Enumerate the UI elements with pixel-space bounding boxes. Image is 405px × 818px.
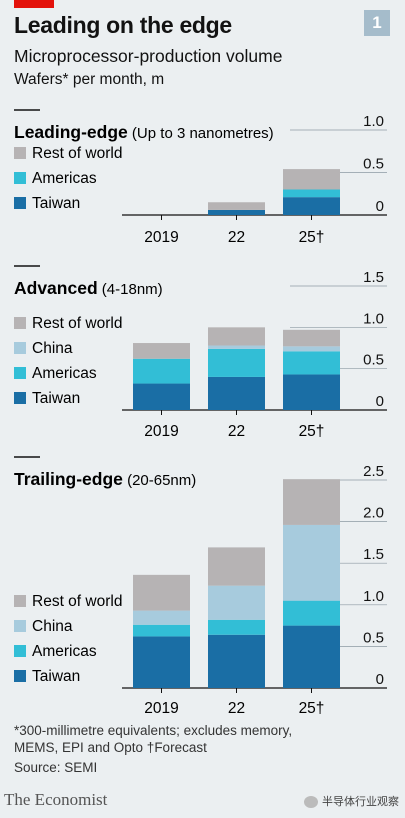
x-tick-label: 2019: [144, 700, 178, 717]
bar-china-25: [283, 524, 340, 601]
legend-label-china: China: [32, 618, 73, 635]
y-tick-label: 0: [376, 393, 384, 410]
legend-label-china: China: [32, 340, 73, 357]
bar-taiwan-25: [283, 374, 340, 410]
legend-label-rest-of-world: Rest of world: [32, 593, 122, 610]
bar-taiwan-22: [208, 209, 265, 215]
x-tick-label: 22: [228, 700, 245, 717]
footnote: *300-millimetre equivalents; excludes me…: [14, 722, 292, 756]
panel-title-sub: (Up to 3 nanometres): [128, 125, 274, 142]
legend-swatch-taiwan: [14, 392, 26, 404]
bar-taiwan-22: [208, 634, 265, 688]
panel-title-sub: (20-65nm): [123, 472, 196, 489]
bar-taiwan-25: [283, 197, 340, 215]
y-tick-label: 1.5: [363, 546, 384, 563]
legend-label-taiwan: Taiwan: [32, 195, 80, 212]
bar-americas-25: [283, 351, 340, 375]
bar-americas-25: [283, 600, 340, 626]
legend-swatch-taiwan: [14, 197, 26, 209]
legend-label-americas: Americas: [32, 170, 97, 187]
bar-taiwan-2019: [133, 383, 190, 410]
chart-number-badge: 1: [364, 10, 390, 36]
bar-americas-22: [208, 619, 265, 635]
bar-americas-2019: [133, 358, 190, 384]
x-tick-label: 2019: [144, 423, 178, 440]
legend-label-rest-of-world: Rest of world: [32, 145, 122, 162]
bar-rest-of-world-2019: [133, 343, 190, 359]
y-tick-label: 0: [376, 671, 384, 688]
bar-rest-of-world-25: [283, 329, 340, 347]
bar-china-25: [283, 346, 340, 352]
footnote-line-1: *300-millimetre equivalents; excludes me…: [14, 723, 293, 738]
x-tick-label: 22: [228, 423, 245, 440]
y-tick-label: 0: [376, 198, 384, 215]
legend-label-taiwan: Taiwan: [32, 668, 80, 685]
x-tick-label: 25†: [299, 700, 325, 717]
legend-swatch-rest-of-world: [14, 317, 26, 329]
panel-title-main: Trailing-edge: [14, 469, 123, 489]
chart-units: Wafers* per month, m: [14, 71, 165, 88]
bar-rest-of-world-22: [208, 327, 265, 346]
y-tick-label: 1.0: [363, 588, 384, 605]
legend-swatch-rest-of-world: [14, 595, 26, 607]
bar-china-22: [208, 585, 265, 620]
trailing-edge-panel: Trailing-edge (20-65nm) 0 0.5 1.0 1.5 2.0 2.5 2…: [14, 456, 387, 717]
y-tick-label: 1.5: [363, 269, 384, 286]
advanced-panel: Advanced (4-18nm) 0 0.5 1.0 1.5 2019 22 25† Rest…: [14, 265, 387, 440]
y-tick-label: 0.5: [363, 352, 384, 369]
legend-label-taiwan: Taiwan: [32, 390, 80, 407]
brand-red-bar: [14, 0, 54, 8]
bar-rest-of-world-2019: [133, 574, 190, 611]
wechat-label: 半导体行业观察: [322, 796, 399, 808]
legend-label-americas: Americas: [32, 365, 97, 382]
y-tick-label: 1.0: [363, 113, 384, 130]
x-tick-label: 22: [228, 229, 245, 246]
bar-americas-25: [283, 189, 340, 198]
source-note: Source: SEMI: [14, 760, 98, 775]
legend-swatch-rest-of-world: [14, 147, 26, 159]
legend-label-americas: Americas: [32, 643, 97, 660]
panel-title: Trailing-edge (20-65nm): [14, 469, 196, 489]
bar-americas-2019: [133, 624, 190, 637]
panel-title-main: Advanced: [14, 278, 98, 298]
legend-label-rest-of-world: Rest of world: [32, 315, 122, 332]
leading-edge-panel: Leading-edge (Up to 3 nanometres) 0 0.5 1.0…: [14, 109, 387, 246]
panel-title-main: Leading-edge: [14, 122, 128, 142]
y-tick-label: 2.5: [363, 463, 384, 480]
x-tick-label: 2019: [144, 229, 178, 246]
wechat-icon: [304, 796, 318, 809]
panel-title: Advanced (4-18nm): [14, 278, 163, 298]
legend-swatch-americas: [14, 367, 26, 379]
legend-swatch-china: [14, 342, 26, 354]
chart-title: Leading on the edge: [14, 12, 232, 38]
y-tick-label: 1.0: [363, 310, 384, 327]
footnote-line-2: MEMS, EPI and Opto †Forecast: [14, 740, 207, 755]
bar-rest-of-world-25: [283, 169, 340, 190]
legend-swatch-americas: [14, 645, 26, 657]
x-tick-label: 25†: [299, 229, 325, 246]
bar-americas-22: [208, 348, 265, 377]
y-tick-label: 0.5: [363, 629, 384, 646]
bar-rest-of-world-22: [208, 202, 265, 210]
wechat-watermark: 半导体行业观察: [304, 793, 399, 809]
bar-taiwan-2019: [133, 636, 190, 688]
x-tick-label: 25†: [299, 423, 325, 440]
legend-swatch-china: [14, 620, 26, 632]
panel-title-sub: (4-18nm): [98, 281, 163, 298]
chart-subtitle: Microprocessor-production volume: [14, 46, 283, 66]
economist-logo: The Economist: [4, 790, 108, 809]
legend-swatch-americas: [14, 172, 26, 184]
bar-china-2019: [133, 610, 190, 625]
panel-title: Leading-edge (Up to 3 nanometres): [14, 122, 274, 142]
y-tick-label: 2.0: [363, 505, 384, 522]
y-tick-label: 0.5: [363, 156, 384, 173]
bar-taiwan-22: [208, 376, 265, 410]
bar-taiwan-25: [283, 625, 340, 688]
legend-swatch-taiwan: [14, 670, 26, 682]
bar-rest-of-world-25: [283, 479, 340, 525]
bar-china-22: [208, 345, 265, 349]
bar-rest-of-world-22: [208, 547, 265, 586]
